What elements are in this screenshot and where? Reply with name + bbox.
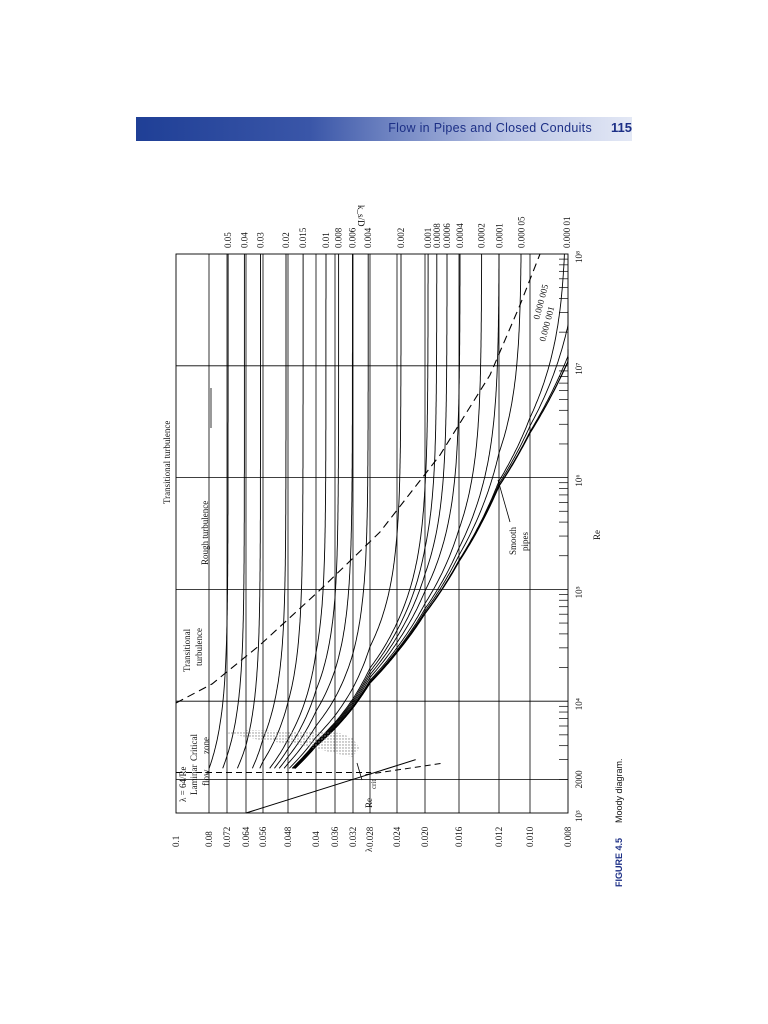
roughness-label: 0.004 xyxy=(363,227,373,248)
re-tick-label: 10⁶ xyxy=(574,474,584,486)
roughness-curve xyxy=(208,254,229,769)
lambda-tick-label: 0.036 xyxy=(330,826,340,847)
figure-label: FIGURE 4.5 xyxy=(614,838,624,887)
laminar-extension-dashed xyxy=(365,762,445,776)
x-axis-title: Re xyxy=(592,530,602,540)
critical-label-line2: zone xyxy=(201,737,211,754)
roughness-curve xyxy=(293,254,461,769)
smooth-pipes-pointer xyxy=(497,479,511,523)
page-header-title: Flow in Pipes and Closed Conduits xyxy=(388,121,592,135)
re-crit-sub-label: crit xyxy=(370,780,378,789)
roughness-curve xyxy=(236,254,261,769)
right-axis-title: k_s/D xyxy=(356,205,366,227)
re-tick-label: 10⁸ xyxy=(574,251,584,263)
roughness-label: 0.000 05 xyxy=(517,216,527,248)
transitional-turbulence-top-label: Transitional turbulence xyxy=(162,421,172,504)
critical-label-line1: Critical xyxy=(189,734,199,761)
smooth-label-line1: Smooth xyxy=(508,526,518,555)
roughness-label: 0.01 xyxy=(321,232,331,248)
laminar-label-line2: flow xyxy=(201,769,211,786)
roughness-curve xyxy=(294,253,565,769)
roughness-label: 0.000 01 xyxy=(562,217,572,249)
roughness-label: 0.006 xyxy=(347,227,357,248)
re-tick-label: 2000 xyxy=(574,770,584,789)
roughness-label: 0.0004 xyxy=(455,223,465,248)
header-band xyxy=(136,117,632,141)
re-crit-pointer xyxy=(356,762,363,781)
roughness-curve xyxy=(292,254,438,769)
roughness-label: 0.02 xyxy=(281,232,291,248)
roughness-label: 0.0008 xyxy=(432,223,442,248)
roughness-label: 0.03 xyxy=(256,232,266,248)
rough-turbulence-label: Rough turbulence xyxy=(200,501,210,565)
lambda-tick-label: 0.04 xyxy=(311,831,321,847)
laminar-line xyxy=(245,759,416,814)
roughness-curve xyxy=(294,254,483,769)
rough-transition-boundary xyxy=(175,253,541,704)
smooth-pipe-curve xyxy=(294,356,569,769)
lambda-tick-label: 0.016 xyxy=(454,826,464,847)
lambda-tick-label: 0.020 xyxy=(420,826,430,847)
roughness-curve xyxy=(291,254,429,769)
laminar-equation-label: λ = 64/Re xyxy=(178,767,188,802)
roughness-label: 0.0006 xyxy=(442,223,452,248)
re-tick-label: 10⁴ xyxy=(574,698,584,710)
y-axis-title: λ xyxy=(364,847,374,852)
roughness-curve xyxy=(269,254,327,769)
roughness-label: 0.0001 xyxy=(494,223,504,248)
re-tick-label: 10⁷ xyxy=(574,363,584,375)
lambda-tick-label: 0.048 xyxy=(283,826,293,847)
re-tick-label: 10⁵ xyxy=(574,586,584,598)
lambda-tick-label: 0.056 xyxy=(258,826,268,847)
lambda-tick-label: 0.028 xyxy=(365,826,375,847)
laminar-label-line1: Laminar xyxy=(189,765,199,796)
roughness-label: 0.002 xyxy=(396,228,406,248)
transitional-label-line2: turbulence xyxy=(194,628,204,666)
roughness-label: 0.001 xyxy=(423,228,433,248)
figure-caption: Moody diagram. xyxy=(614,758,624,823)
lambda-tick-label: 0.064 xyxy=(241,826,251,847)
lambda-tick-label: 0.1 xyxy=(171,836,181,847)
roughness-label: 0.008 xyxy=(334,227,344,248)
smooth-label-line2: pipes xyxy=(520,532,530,551)
roughness-curve xyxy=(259,254,304,769)
page-number: 115 xyxy=(611,120,632,135)
lambda-tick-label: 0.008 xyxy=(563,826,573,847)
roughness-curve xyxy=(294,349,569,769)
roughness-label: 0.05 xyxy=(223,232,233,248)
roughness-curve xyxy=(274,254,340,769)
roughness-curve xyxy=(288,254,402,769)
re-tick-label: 10³ xyxy=(574,810,584,822)
lambda-tick-label: 0.012 xyxy=(494,827,504,847)
lambda-tick-label: 0.024 xyxy=(392,826,402,847)
roughness-label: 0.0002 xyxy=(477,223,487,248)
lambda-tick-label: 0.08 xyxy=(204,831,214,847)
roughness-curve xyxy=(292,254,448,769)
critical-zone-shading xyxy=(226,730,360,757)
transitional-label-line1: Transitional xyxy=(182,628,192,672)
lambda-tick-label: 0.010 xyxy=(525,826,535,847)
roughness-curve xyxy=(222,254,245,769)
plot-frame xyxy=(175,253,569,814)
re-crit-label: Re xyxy=(364,798,374,808)
roughness-curve xyxy=(278,254,353,769)
lambda-tick-label: 0.032 xyxy=(348,827,358,847)
roughness-curve xyxy=(251,254,287,769)
roughness-curve xyxy=(283,254,369,769)
roughness-label: 0.015 xyxy=(298,227,308,248)
roughness-label: 0.04 xyxy=(239,232,249,248)
lambda-tick-label: 0.072 xyxy=(222,827,232,847)
